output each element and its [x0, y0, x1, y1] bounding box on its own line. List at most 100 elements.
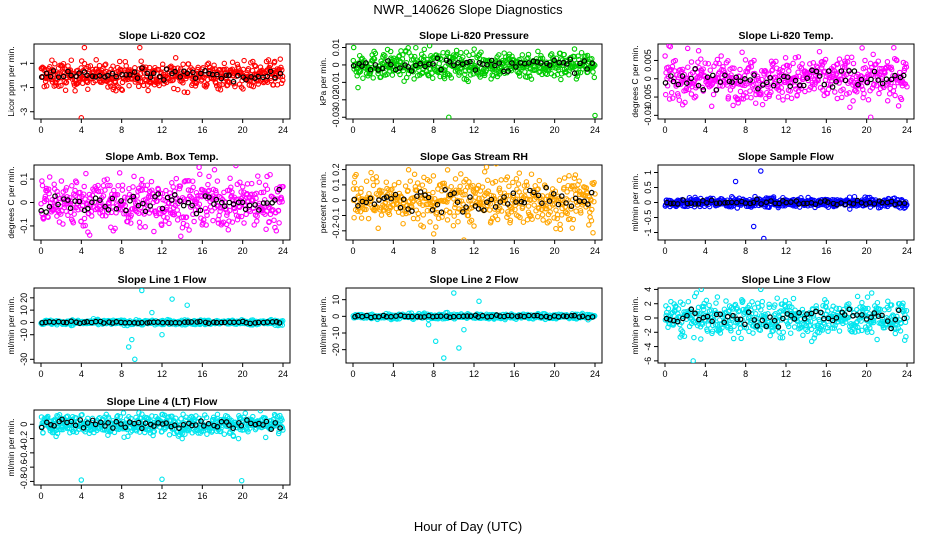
reference-point [409, 313, 415, 320]
data-point [489, 180, 496, 186]
data-point [71, 211, 77, 217]
data-point [410, 198, 417, 204]
data-point [483, 67, 490, 74]
outlier-point [750, 223, 757, 230]
y-tick-label: 0.1 [19, 173, 29, 186]
data-point [577, 207, 584, 214]
data-point [78, 58, 85, 64]
reference-point [226, 72, 232, 79]
x-tick-label: 24 [590, 125, 600, 135]
data-point [254, 218, 260, 224]
reference-point [260, 200, 267, 206]
reference-point [463, 204, 469, 210]
data-point [590, 69, 596, 75]
data-points [350, 290, 598, 361]
data-point [570, 196, 576, 203]
x-tick-label: 16 [821, 125, 831, 135]
data-point [877, 65, 883, 72]
data-point [186, 227, 192, 233]
reference-point [434, 201, 441, 208]
reference-point [388, 195, 395, 202]
data-point [251, 222, 257, 228]
reference-point [572, 195, 579, 202]
data-point [570, 216, 577, 223]
data-point [387, 68, 393, 74]
data-point [786, 68, 792, 74]
data-point [683, 85, 690, 92]
reference-point [896, 200, 903, 207]
reference-point [180, 202, 187, 209]
data-point [450, 222, 457, 229]
data-point [382, 52, 388, 59]
y-tick-label: 1 [19, 61, 29, 66]
reference-point [130, 193, 137, 200]
x-tick-label: 4 [79, 369, 84, 379]
data-point [554, 215, 560, 222]
data-point [779, 67, 786, 74]
x-tick-label: 16 [197, 125, 207, 135]
data-point [42, 193, 49, 200]
data-point [466, 179, 472, 185]
data-point [250, 83, 257, 90]
reference-point [106, 319, 112, 325]
data-point [138, 58, 144, 64]
reference-point [892, 72, 898, 79]
data-point [894, 57, 900, 64]
data-point [241, 57, 247, 64]
y-tick-label: 1 [643, 170, 653, 175]
data-point [571, 175, 578, 181]
reference-point [579, 313, 586, 320]
data-point [810, 60, 817, 66]
data-point [816, 48, 823, 55]
data-point [904, 84, 910, 90]
reference-point [101, 320, 107, 326]
reference-point [800, 200, 807, 207]
x-tick-label: 0 [662, 246, 667, 256]
reference-point [813, 68, 820, 75]
reference-point [713, 87, 720, 93]
y-tick-label: -0.005 [643, 84, 653, 110]
y-tick-label: 10 [19, 305, 29, 315]
data-point [497, 189, 504, 196]
data-point [522, 193, 528, 199]
data-point [139, 176, 145, 183]
reference-point [380, 312, 387, 319]
reference-point [804, 75, 811, 82]
reference-point [194, 319, 200, 325]
data-point [584, 52, 591, 59]
data-point [693, 290, 700, 296]
reference-point [352, 313, 358, 320]
data-point [216, 82, 223, 88]
data-point [557, 226, 564, 233]
data-point [691, 334, 697, 341]
data-point [846, 90, 853, 96]
outlier-point [169, 296, 175, 302]
data-point [535, 48, 541, 55]
data-point [363, 206, 369, 213]
reference-point [76, 198, 83, 205]
reference-point [55, 74, 62, 80]
reference-point [584, 66, 591, 72]
data-point [551, 215, 557, 221]
reference-point [397, 65, 403, 71]
reference-point [157, 73, 163, 80]
reference-point [571, 312, 578, 319]
panel-title: Slope Line 3 Flow [742, 274, 832, 286]
data-point [730, 102, 736, 109]
outlier-point [461, 237, 467, 240]
data-point [368, 169, 374, 176]
data-point [72, 192, 78, 199]
data-point [875, 58, 882, 64]
reference-point [563, 200, 569, 206]
data-point [142, 224, 148, 230]
reference-point [776, 77, 783, 84]
x-tick-label: 8 [743, 246, 748, 256]
reference-point [192, 75, 199, 82]
data-point [529, 216, 535, 222]
data-point [553, 207, 559, 213]
data-point [80, 191, 87, 197]
reference-point [375, 313, 382, 320]
